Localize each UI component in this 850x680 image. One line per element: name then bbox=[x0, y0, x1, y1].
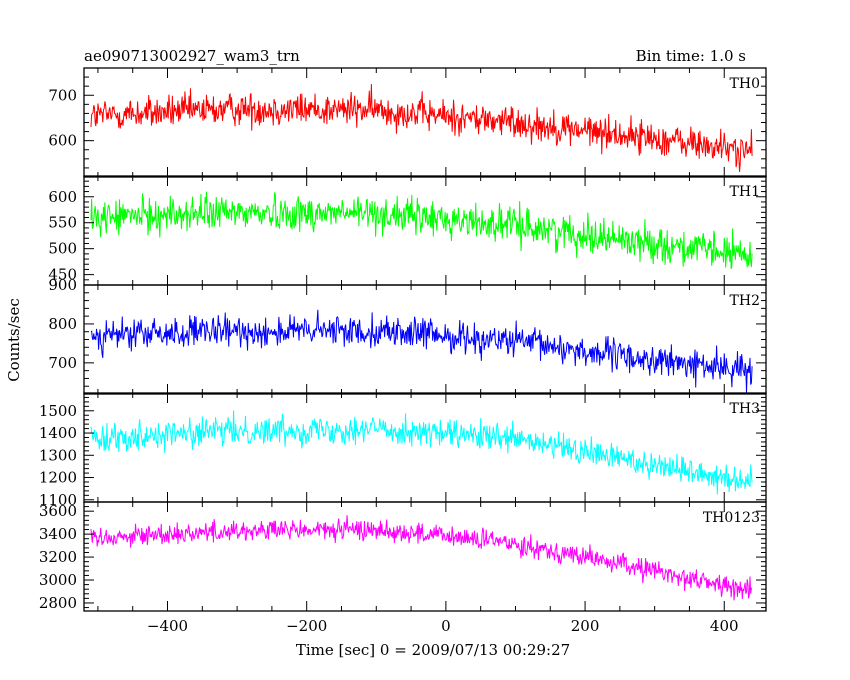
panel-th1: TH1 450 500 550 600 bbox=[48, 175, 767, 286]
series-th1 bbox=[90, 191, 753, 270]
series-th2 bbox=[90, 309, 753, 393]
y-tick-label: 1100 bbox=[39, 491, 77, 509]
panel-th0: TH0 600 700 bbox=[48, 67, 767, 178]
x-tick-label: −400 bbox=[147, 617, 188, 635]
y-axis-label: Counts/sec bbox=[5, 298, 23, 382]
y-tick-label: 1200 bbox=[39, 469, 77, 487]
panel-label-th2: TH2 bbox=[730, 293, 760, 309]
y-tick-label: 700 bbox=[48, 354, 77, 372]
y-tick-label: 1500 bbox=[39, 402, 77, 420]
y-tick-label: 600 bbox=[48, 132, 77, 150]
panel-th3: TH3 1100 1200 1300 1400 1500 bbox=[39, 392, 767, 509]
series-th3 bbox=[90, 410, 753, 495]
x-tick-label: 400 bbox=[710, 617, 739, 635]
panels-group: TH0 600 700 TH1 450 500 550 600 TH2 700 800 900 TH3 1… bbox=[39, 67, 767, 612]
x-axis-label: Time [sec] 0 = 2009/07/13 00:29:27 bbox=[296, 641, 570, 659]
panel-label-th1: TH1 bbox=[730, 184, 760, 200]
panel-label-th3: TH3 bbox=[730, 401, 760, 417]
y-tick-label: 450 bbox=[48, 266, 77, 284]
panel-frame bbox=[83, 501, 767, 612]
panel-frame bbox=[83, 67, 767, 178]
y-tick-label: 550 bbox=[48, 214, 77, 232]
y-tick-label: 500 bbox=[48, 240, 77, 258]
panel-label-th0: TH0 bbox=[730, 76, 760, 92]
panel-th2: TH2 700 800 900 bbox=[48, 276, 767, 395]
series-th0123 bbox=[90, 515, 753, 601]
y-tick-label: 3600 bbox=[39, 502, 77, 520]
y-tick-label: 800 bbox=[48, 315, 77, 333]
series-th0 bbox=[90, 83, 753, 172]
y-tick-label: 3000 bbox=[39, 571, 77, 589]
x-tick-label: 0 bbox=[441, 617, 451, 635]
panel-th0123: TH0123 2800 3000 3200 3400 3600 bbox=[39, 501, 767, 612]
panel-frame bbox=[83, 175, 767, 286]
y-tick-label: 1300 bbox=[39, 446, 77, 464]
x-axis: −400 −200 0 200 400 bbox=[147, 617, 739, 635]
y-tick-label: 600 bbox=[48, 188, 77, 206]
x-tick-label: −200 bbox=[286, 617, 327, 635]
panel-frame bbox=[83, 392, 767, 503]
panel-label-th0123: TH0123 bbox=[703, 510, 760, 526]
y-tick-label: 1400 bbox=[39, 424, 77, 442]
x-tick-label: 200 bbox=[571, 617, 600, 635]
panel-frame bbox=[83, 284, 767, 395]
chart-title: ae090713002927_wam3_trn bbox=[84, 47, 300, 65]
bin-time-label: Bin time: 1.0 s bbox=[636, 47, 746, 65]
y-tick-label: 2800 bbox=[39, 594, 77, 612]
y-tick-label: 3400 bbox=[39, 525, 77, 543]
y-tick-label: 3200 bbox=[39, 548, 77, 566]
y-tick-label: 700 bbox=[48, 86, 77, 104]
y-tick-label: 900 bbox=[48, 276, 77, 294]
